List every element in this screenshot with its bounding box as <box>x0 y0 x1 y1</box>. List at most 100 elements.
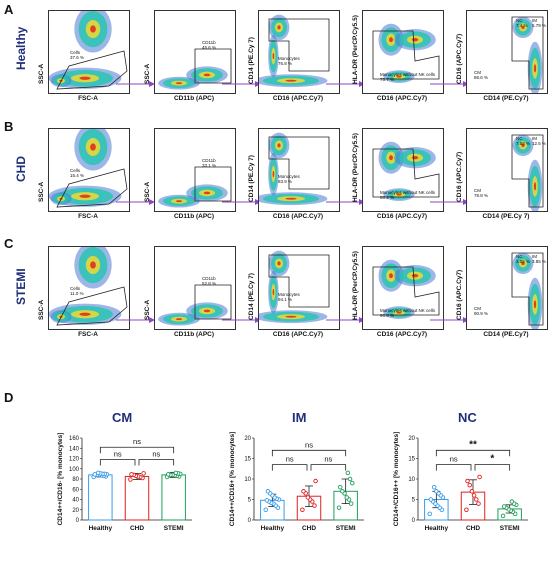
data-point <box>428 497 434 502</box>
flow-plot-healthy-3 <box>258 10 340 94</box>
gate-percentage: 3.85 % <box>532 259 547 264</box>
gate-outline <box>511 252 544 326</box>
y-tick-label: 20 <box>408 436 415 442</box>
significance-label: ns <box>286 455 294 464</box>
gate-percentage: 94.1 % <box>278 297 293 302</box>
significance-bracket <box>138 459 175 466</box>
y-axis-label: CD16 (APC.Cy7) <box>456 33 463 84</box>
density-blob-peak <box>277 25 281 30</box>
data-point <box>440 495 446 500</box>
panel-letter-b: B <box>4 119 14 134</box>
significance-bracket <box>271 449 347 457</box>
data-point <box>131 472 136 478</box>
density-blob-peak <box>411 38 419 42</box>
flow-plot-stemi-2 <box>154 246 236 330</box>
data-point <box>465 478 470 484</box>
density-blob-peak <box>203 309 211 313</box>
data-point <box>346 497 352 502</box>
data-point <box>96 472 102 478</box>
data-point <box>140 475 145 481</box>
density-blob-peak <box>396 75 402 78</box>
gate-name: Monocytes <box>278 56 300 61</box>
bar-healthy <box>424 499 449 521</box>
gating-arrow <box>116 317 155 323</box>
category-label: CHD <box>302 525 316 532</box>
density-blob-peak <box>396 311 402 314</box>
gate-name: IM <box>532 254 537 259</box>
data-point <box>276 497 282 502</box>
x-axis-label: CD14 (PE.Cy7) <box>483 331 529 338</box>
x-axis-label: CD14 (PE.Cy 7) <box>482 213 530 220</box>
significance-label: ns <box>152 450 160 459</box>
y-axis-label: CD14 (PE.Cy 7) <box>248 37 255 84</box>
data-point <box>427 511 432 517</box>
data-point <box>274 496 279 501</box>
x-axis-label: FSC-A <box>78 213 98 220</box>
data-point <box>504 505 509 510</box>
gate-percentage: 37.6 % <box>70 55 85 60</box>
density-plot <box>49 129 128 208</box>
density-plot <box>259 14 330 88</box>
data-point <box>432 501 438 506</box>
data-point <box>500 513 506 519</box>
data-point <box>172 473 178 478</box>
flow-plot-chd-1 <box>48 128 130 212</box>
flow-plot-chd-4 <box>362 128 444 212</box>
significance-label: ns <box>114 450 122 459</box>
gate-percentage: 33.1 % <box>202 163 217 168</box>
y-axis-label: CD16 (APC.Cy7) <box>456 269 463 320</box>
density-plot <box>49 247 128 326</box>
data-point <box>506 507 511 512</box>
gate-percentage: 90.9 % <box>474 311 489 316</box>
density-blob-peak <box>389 273 393 279</box>
data-point <box>266 499 272 504</box>
gating-arrow <box>430 317 469 323</box>
data-point <box>303 491 308 496</box>
gate-outline <box>268 254 330 308</box>
data-point <box>272 495 277 500</box>
y-tick-label: 40 <box>72 498 79 504</box>
data-point <box>92 472 98 477</box>
density-blob-peak <box>272 288 275 296</box>
data-point <box>477 474 482 480</box>
density-blob-peak <box>411 274 419 278</box>
data-point <box>340 489 345 494</box>
data-point <box>133 473 139 479</box>
y-tick-label: 0 <box>76 518 80 524</box>
y-axis-title: CD14++/CD16- [% monocytes] <box>57 433 64 526</box>
y-tick-label: 10 <box>408 477 415 483</box>
gate-percentage: 12.5 % <box>532 141 547 146</box>
y-axis-label: HLA-DR (PerCP.Cy5.5) <box>352 15 359 84</box>
gating-arrow <box>430 199 469 205</box>
data-point <box>135 474 141 479</box>
density-blob-peak <box>396 193 402 196</box>
gate-name: Monocytes without NK cells <box>380 308 436 313</box>
gate-outline <box>194 284 232 320</box>
gate-percentage: 5.79 % <box>532 23 547 28</box>
gate-name: Monocytes <box>278 292 300 297</box>
data-point <box>264 498 270 503</box>
data-point <box>178 471 183 477</box>
gate-name: Cells <box>70 50 81 55</box>
data-point <box>342 491 347 496</box>
density-blob-peak <box>90 143 96 151</box>
density-blob-peak <box>285 79 297 82</box>
data-point <box>471 493 477 498</box>
data-point <box>430 499 436 504</box>
row-label-stemi: STEMI <box>14 268 28 305</box>
density-plot <box>158 166 232 208</box>
bar-chd <box>460 491 486 521</box>
significance-bracket <box>474 464 511 471</box>
category-label: CHD <box>130 525 144 532</box>
y-axis-label: CD16 (APC.Cy7) <box>456 151 463 202</box>
data-point <box>336 505 342 510</box>
data-point <box>512 511 518 517</box>
chart-title-cm: CM <box>112 410 133 425</box>
gate-name: NC <box>516 136 523 141</box>
significance-bracket <box>310 464 347 471</box>
gate-percentage: 76.8 % <box>278 61 293 66</box>
gate-name: NC <box>516 254 523 259</box>
gate-outline <box>372 30 440 80</box>
gate-name: IM <box>532 18 537 23</box>
y-tick-label: 20 <box>244 436 251 442</box>
